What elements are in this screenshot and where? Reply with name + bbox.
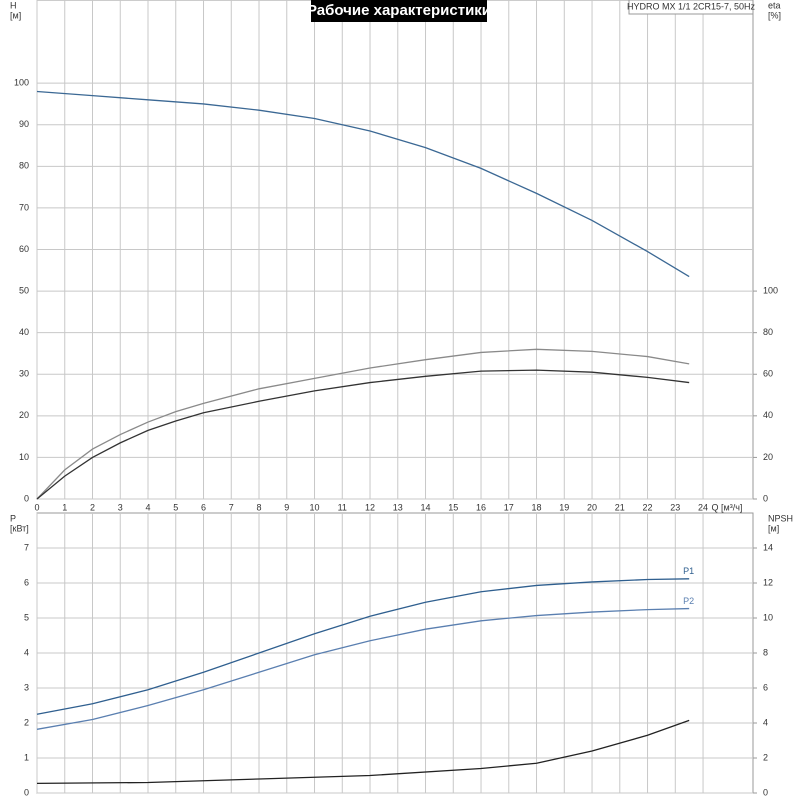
x-tick-label: 6 <box>201 502 206 512</box>
y2-tick-label: 0 <box>763 493 768 503</box>
x-tick-label: 16 <box>476 502 486 512</box>
x-tick-label: 5 <box>173 502 178 512</box>
x-tick-label: 20 <box>587 502 597 512</box>
y-tick-label: 70 <box>19 202 29 212</box>
x-tick-label: 22 <box>643 502 653 512</box>
x-tick-label: 0 <box>34 502 39 512</box>
y-tick-label: 3 <box>24 682 29 692</box>
curve <box>36 90 690 278</box>
y2-tick-label: 14 <box>763 542 773 552</box>
x-tick-label: 10 <box>310 502 320 512</box>
x-tick-label: 12 <box>365 502 375 512</box>
y2-axis-unit: [%] <box>768 10 781 20</box>
y2-axis-label: eta <box>768 0 781 10</box>
curve <box>36 719 690 785</box>
x-tick-label: 11 <box>338 502 347 512</box>
curve-label: P1 <box>683 566 694 576</box>
y2-tick-label: 12 <box>763 577 773 587</box>
y-tick-label: 2 <box>24 717 29 727</box>
y-axis-label: H <box>10 0 17 10</box>
curve <box>36 578 690 715</box>
x-tick-label: 7 <box>229 502 234 512</box>
curve <box>36 607 690 730</box>
y-axis-label: P <box>10 513 16 523</box>
y-tick-label: 5 <box>24 612 29 622</box>
y-tick-label: 4 <box>24 647 29 657</box>
y-tick-label: 40 <box>19 327 29 337</box>
y-tick-label: 60 <box>19 244 29 254</box>
y2-tick-label: 80 <box>763 327 773 337</box>
y-tick-label: 90 <box>19 119 29 129</box>
y2-tick-label: 100 <box>763 285 778 295</box>
curve <box>36 348 690 500</box>
x-tick-label: 4 <box>145 502 150 512</box>
title-box <box>311 0 487 22</box>
y-tick-label: 7 <box>24 542 29 552</box>
x-tick-label: 19 <box>559 502 569 512</box>
x-tick-label: 9 <box>284 502 289 512</box>
y-tick-label: 1 <box>24 752 29 762</box>
curve-label: P2 <box>683 596 694 606</box>
y-tick-label: 0 <box>24 787 29 797</box>
y2-tick-label: 20 <box>763 452 773 462</box>
x-tick-label: 3 <box>118 502 123 512</box>
y2-tick-label: 6 <box>763 682 768 692</box>
y2-tick-label: 2 <box>763 752 768 762</box>
y-axis-unit: [кВт] <box>10 523 29 533</box>
y2-axis-label: NPSH <box>768 513 793 523</box>
y-tick-label: 100 <box>14 78 29 88</box>
y2-tick-label: 10 <box>763 612 773 622</box>
x-tick-label: 17 <box>504 502 514 512</box>
y-tick-label: 30 <box>19 369 29 379</box>
x-tick-label: 15 <box>448 502 458 512</box>
x-tick-label: 8 <box>257 502 262 512</box>
y-axis-unit: [м] <box>10 10 21 20</box>
annotation: HYDRO MX 1/1 2CR15-7, 50Hz <box>627 1 756 11</box>
x-tick-label: 13 <box>393 502 403 512</box>
x-tick-label: 14 <box>421 502 431 512</box>
x-axis-label: Q [м³/ч] <box>712 502 743 512</box>
y2-tick-label: 60 <box>763 369 773 379</box>
x-tick-label: 21 <box>615 502 625 512</box>
annotation-box <box>628 0 754 15</box>
y-tick-label: 20 <box>19 410 29 420</box>
y-tick-label: 0 <box>24 493 29 503</box>
y-tick-label: 50 <box>19 285 29 295</box>
y2-tick-label: 40 <box>763 410 773 420</box>
y-tick-label: 80 <box>19 161 29 171</box>
x-tick-label: 2 <box>90 502 95 512</box>
x-tick-label: 18 <box>532 502 542 512</box>
y-tick-label: 6 <box>24 577 29 587</box>
y-tick-label: 10 <box>19 452 29 462</box>
chart-title: Рабочие характеристики <box>307 2 491 19</box>
y2-axis-unit: [м] <box>768 523 779 533</box>
y2-tick-label: 0 <box>763 787 768 797</box>
x-tick-label: 24 <box>698 502 708 512</box>
x-tick-label: 23 <box>670 502 680 512</box>
y2-tick-label: 8 <box>763 647 768 657</box>
x-tick-label: 1 <box>62 502 67 512</box>
curve <box>36 369 690 500</box>
y2-tick-label: 4 <box>763 717 768 727</box>
